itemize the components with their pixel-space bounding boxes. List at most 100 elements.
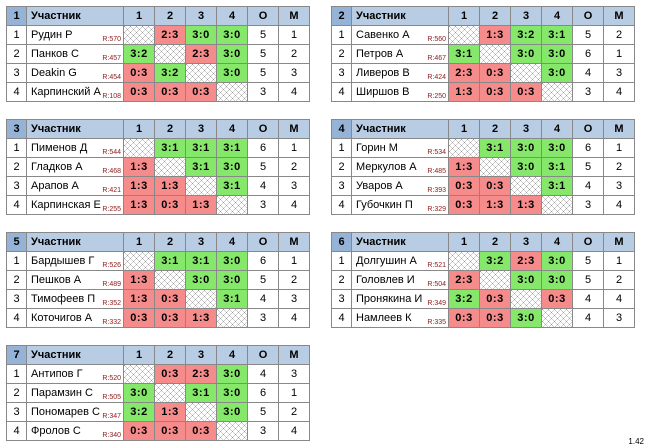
score-cell[interactable]: 3:0 [216, 383, 248, 403]
player-name[interactable]: Намлеев К [356, 312, 412, 324]
score-cell[interactable]: 3:2 [479, 251, 511, 271]
player-name[interactable]: Пономарев С [31, 406, 100, 418]
score-cell[interactable]: 3:0 [216, 157, 248, 177]
score-cell[interactable]: 1:3 [448, 157, 480, 177]
player-name-cell[interactable]: Пименов Д R:544 [26, 138, 124, 158]
score-cell[interactable]: 1:3 [123, 270, 155, 290]
player-name-cell[interactable]: Пронякина И R:349 [351, 289, 449, 309]
score-cell[interactable]: 3:0 [541, 270, 573, 290]
score-cell[interactable]: 1:3 [479, 25, 511, 45]
score-cell[interactable]: 0:3 [479, 82, 511, 102]
player-name-cell[interactable]: Фролов С R:340 [26, 421, 124, 441]
score-cell[interactable]: 0:3 [448, 195, 480, 215]
player-name-cell[interactable]: Тимофеев П R:352 [26, 289, 124, 309]
score-cell[interactable]: 0:3 [479, 63, 511, 83]
score-cell[interactable]: 2:3 [448, 63, 480, 83]
player-name-cell[interactable]: Савенко А R:560 [351, 25, 449, 45]
player-name[interactable]: Рудин Р [31, 29, 73, 41]
score-cell[interactable]: 2:3 [510, 251, 542, 271]
score-cell[interactable]: 3:2 [123, 44, 155, 64]
player-name[interactable]: Петров А [356, 48, 404, 60]
player-name-cell[interactable]: Панков С R:457 [26, 44, 124, 64]
score-cell[interactable]: 3:1 [448, 44, 480, 64]
player-name[interactable]: Фролов С [31, 425, 81, 437]
score-cell[interactable]: 3:0 [185, 25, 217, 45]
score-cell[interactable]: 1:3 [154, 176, 186, 196]
score-cell[interactable]: 3:2 [448, 289, 480, 309]
score-cell[interactable]: 3:1 [216, 138, 248, 158]
score-cell[interactable]: 3:1 [216, 289, 248, 309]
score-cell[interactable]: 3:0 [216, 402, 248, 422]
score-cell[interactable]: 1:3 [185, 195, 217, 215]
score-cell[interactable]: 3:0 [216, 251, 248, 271]
score-cell[interactable]: 3:2 [154, 63, 186, 83]
score-cell[interactable]: 0:3 [479, 308, 511, 328]
score-cell[interactable]: 3:0 [541, 138, 573, 158]
player-name[interactable]: Пименов Д [31, 142, 88, 154]
player-name[interactable]: Уваров А [356, 180, 403, 192]
score-cell[interactable]: 1:3 [510, 195, 542, 215]
score-cell[interactable]: 1:3 [123, 195, 155, 215]
player-name[interactable]: Пронякина И [356, 293, 423, 305]
score-cell[interactable]: 3:1 [154, 138, 186, 158]
score-cell[interactable]: 0:3 [123, 421, 155, 441]
player-name-cell[interactable]: Карпинская Е R:255 [26, 195, 124, 215]
player-name[interactable]: Бардышев Г [31, 255, 95, 267]
player-name[interactable]: Ширшов В [356, 86, 410, 98]
score-cell[interactable]: 1:3 [123, 176, 155, 196]
player-name-cell[interactable]: Уваров А R:393 [351, 176, 449, 196]
score-cell[interactable]: 3:0 [510, 44, 542, 64]
score-cell[interactable]: 3:2 [510, 25, 542, 45]
score-cell[interactable]: 3:1 [185, 383, 217, 403]
player-name[interactable]: Горин М [356, 142, 398, 154]
player-name[interactable]: Карпинский А [31, 86, 101, 98]
score-cell[interactable]: 3:0 [541, 251, 573, 271]
score-cell[interactable]: 0:3 [448, 176, 480, 196]
score-cell[interactable]: 1:3 [123, 157, 155, 177]
player-name[interactable]: Антипов Г [31, 368, 83, 380]
player-name-cell[interactable]: Намлеев К R:335 [351, 308, 449, 328]
score-cell[interactable]: 0:3 [123, 308, 155, 328]
score-cell[interactable]: 3:0 [510, 270, 542, 290]
score-cell[interactable]: 3:0 [510, 138, 542, 158]
score-cell[interactable]: 3:1 [541, 157, 573, 177]
player-name[interactable]: Парамзин С [31, 387, 93, 399]
score-cell[interactable]: 3:0 [185, 270, 217, 290]
player-name[interactable]: Губочкин П [356, 199, 413, 211]
player-name-cell[interactable]: Пешков А R:489 [26, 270, 124, 290]
player-name[interactable]: Меркулов А [356, 161, 417, 173]
score-cell[interactable]: 1:3 [479, 195, 511, 215]
score-cell[interactable]: 0:3 [154, 364, 186, 384]
player-name[interactable]: Панков С [31, 48, 79, 60]
player-name-cell[interactable]: Арапов А R:421 [26, 176, 124, 196]
player-name[interactable]: Тимофеев П [31, 293, 96, 305]
player-name[interactable]: Карпинская Е [31, 199, 101, 211]
score-cell[interactable]: 3:0 [541, 44, 573, 64]
player-name-cell[interactable]: Петров А R:467 [351, 44, 449, 64]
score-cell[interactable]: 3:0 [216, 25, 248, 45]
score-cell[interactable]: 3:0 [541, 63, 573, 83]
score-cell[interactable]: 3:1 [216, 176, 248, 196]
score-cell[interactable]: 0:3 [479, 289, 511, 309]
score-cell[interactable]: 2:3 [448, 270, 480, 290]
player-name-cell[interactable]: Губочкин П R:329 [351, 195, 449, 215]
player-name[interactable]: Коточигов А [31, 312, 93, 324]
player-name[interactable]: Ливеров В [356, 67, 410, 79]
player-name-cell[interactable]: Гладков А R:468 [26, 157, 124, 177]
score-cell[interactable]: 3:1 [479, 138, 511, 158]
score-cell[interactable]: 3:0 [216, 44, 248, 64]
score-cell[interactable]: 3:0 [216, 270, 248, 290]
player-name[interactable]: Гладков А [31, 161, 83, 173]
score-cell[interactable]: 0:3 [154, 289, 186, 309]
score-cell[interactable]: 0:3 [154, 195, 186, 215]
score-cell[interactable]: 3:1 [541, 176, 573, 196]
score-cell[interactable]: 3:2 [123, 402, 155, 422]
score-cell[interactable]: 0:3 [541, 289, 573, 309]
score-cell[interactable]: 0:3 [185, 82, 217, 102]
player-name[interactable]: Головлев И [356, 274, 415, 286]
score-cell[interactable]: 0:3 [479, 176, 511, 196]
player-name-cell[interactable]: Deakin G R:454 [26, 63, 124, 83]
score-cell[interactable]: 0:3 [510, 82, 542, 102]
player-name-cell[interactable]: Долгушин А R:521 [351, 251, 449, 271]
score-cell[interactable]: 2:3 [154, 25, 186, 45]
